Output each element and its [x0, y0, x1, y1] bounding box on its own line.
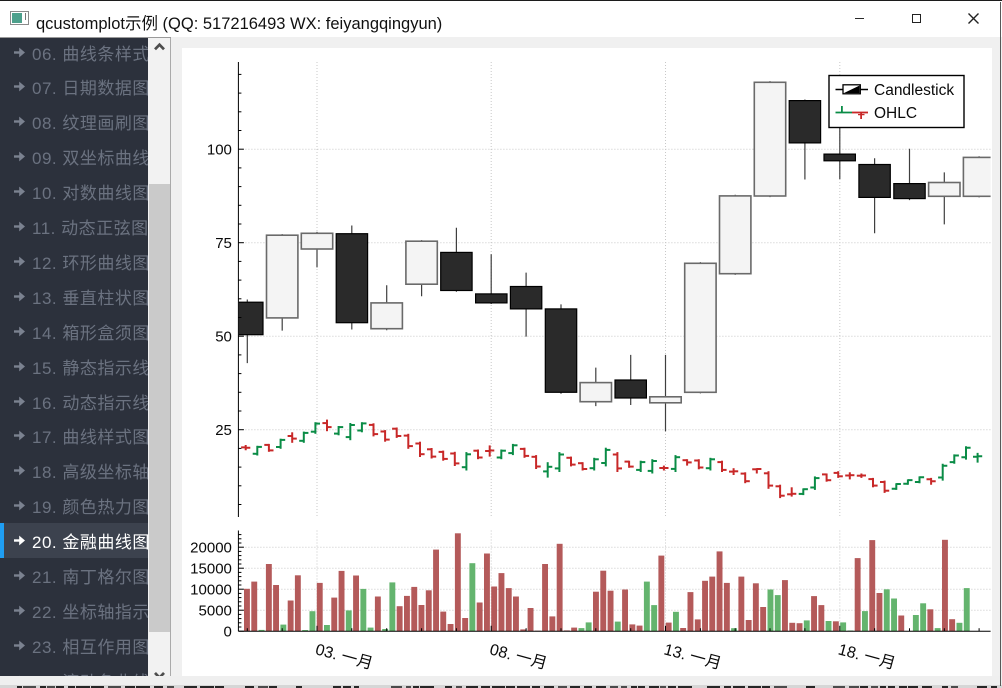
svg-text:20000: 20000: [190, 539, 232, 556]
svg-text:10000: 10000: [190, 581, 232, 598]
svg-text:50: 50: [215, 328, 232, 345]
svg-text:0: 0: [224, 623, 232, 640]
svg-text:5000: 5000: [199, 602, 232, 619]
svg-text:15000: 15000: [190, 560, 232, 577]
svg-text:25: 25: [215, 422, 232, 439]
svg-text:Candlestick: Candlestick: [874, 82, 954, 99]
svg-text:75: 75: [215, 235, 232, 252]
svg-text:100: 100: [207, 141, 232, 158]
svg-text:OHLC: OHLC: [874, 105, 917, 122]
